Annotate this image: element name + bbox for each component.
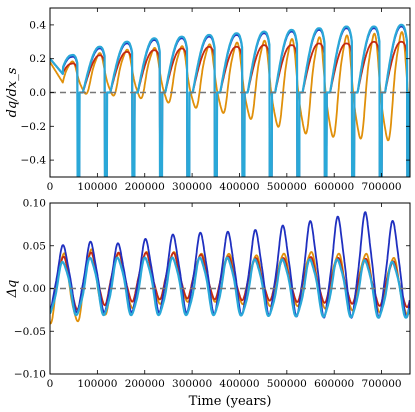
top-y-tick-label-1: −0.2 bbox=[21, 121, 47, 133]
bottom-y-tick-label-3: 0.05 bbox=[23, 240, 46, 252]
top-y-axis-label: dq/dx_s bbox=[5, 67, 20, 117]
bottom-x-tick-label-4: 400000 bbox=[219, 378, 259, 390]
top-y-tick-label-3: 0.2 bbox=[29, 53, 46, 65]
bottom-series-line-3 bbox=[50, 256, 410, 319]
bottom-x-tick-label-2: 200000 bbox=[125, 378, 165, 390]
bottom-x-tick-label-0: 0 bbox=[47, 378, 54, 390]
top-y-tick-label-0: −0.4 bbox=[21, 155, 47, 167]
bottom-x-axis-label: Time (years) bbox=[189, 394, 272, 409]
bottom-y-axis-label: Δq bbox=[5, 280, 20, 299]
bottom-y-tick-label-4: 0.10 bbox=[23, 198, 46, 210]
top-y-tick-label-2: 0.0 bbox=[29, 87, 46, 99]
top-x-tick-label-2: 200000 bbox=[125, 181, 165, 193]
top-y-tick-label-4: 0.4 bbox=[29, 19, 46, 31]
top-x-tick-label-4: 400000 bbox=[219, 181, 259, 193]
bottom-x-tick-label-7: 700000 bbox=[362, 378, 402, 390]
top-x-tick-label-7: 700000 bbox=[362, 181, 402, 193]
bottom-y-tick-label-2: 0.00 bbox=[23, 283, 46, 295]
bottom-y-tick-label-1: −0.05 bbox=[14, 326, 46, 338]
top-x-tick-label-1: 100000 bbox=[77, 181, 117, 193]
bottom-panel: 0 100000 200000 300000 400000 500000 600000 700… bbox=[5, 198, 411, 409]
bottom-y-tick-label-0: −0.10 bbox=[14, 369, 46, 381]
bottom-x-tick-label-3: 300000 bbox=[172, 378, 212, 390]
top-x-tick-label-5: 500000 bbox=[267, 181, 307, 193]
bottom-x-tick-label-5: 500000 bbox=[267, 378, 307, 390]
top-panel: 0 100000 200000 300000 400000 500000 600000 700… bbox=[5, 7, 411, 193]
top-x-tick-label-0: 0 bbox=[47, 181, 54, 193]
top-x-tick-label-6: 600000 bbox=[314, 181, 354, 193]
bottom-x-tick-label-6: 600000 bbox=[314, 378, 354, 390]
top-series-line-3 bbox=[50, 23, 410, 177]
bottom-series-group bbox=[50, 211, 410, 325]
top-x-tick-label-3: 300000 bbox=[172, 181, 212, 193]
bottom-x-tick-label-1: 100000 bbox=[77, 378, 117, 390]
top-series-group bbox=[50, 23, 410, 177]
